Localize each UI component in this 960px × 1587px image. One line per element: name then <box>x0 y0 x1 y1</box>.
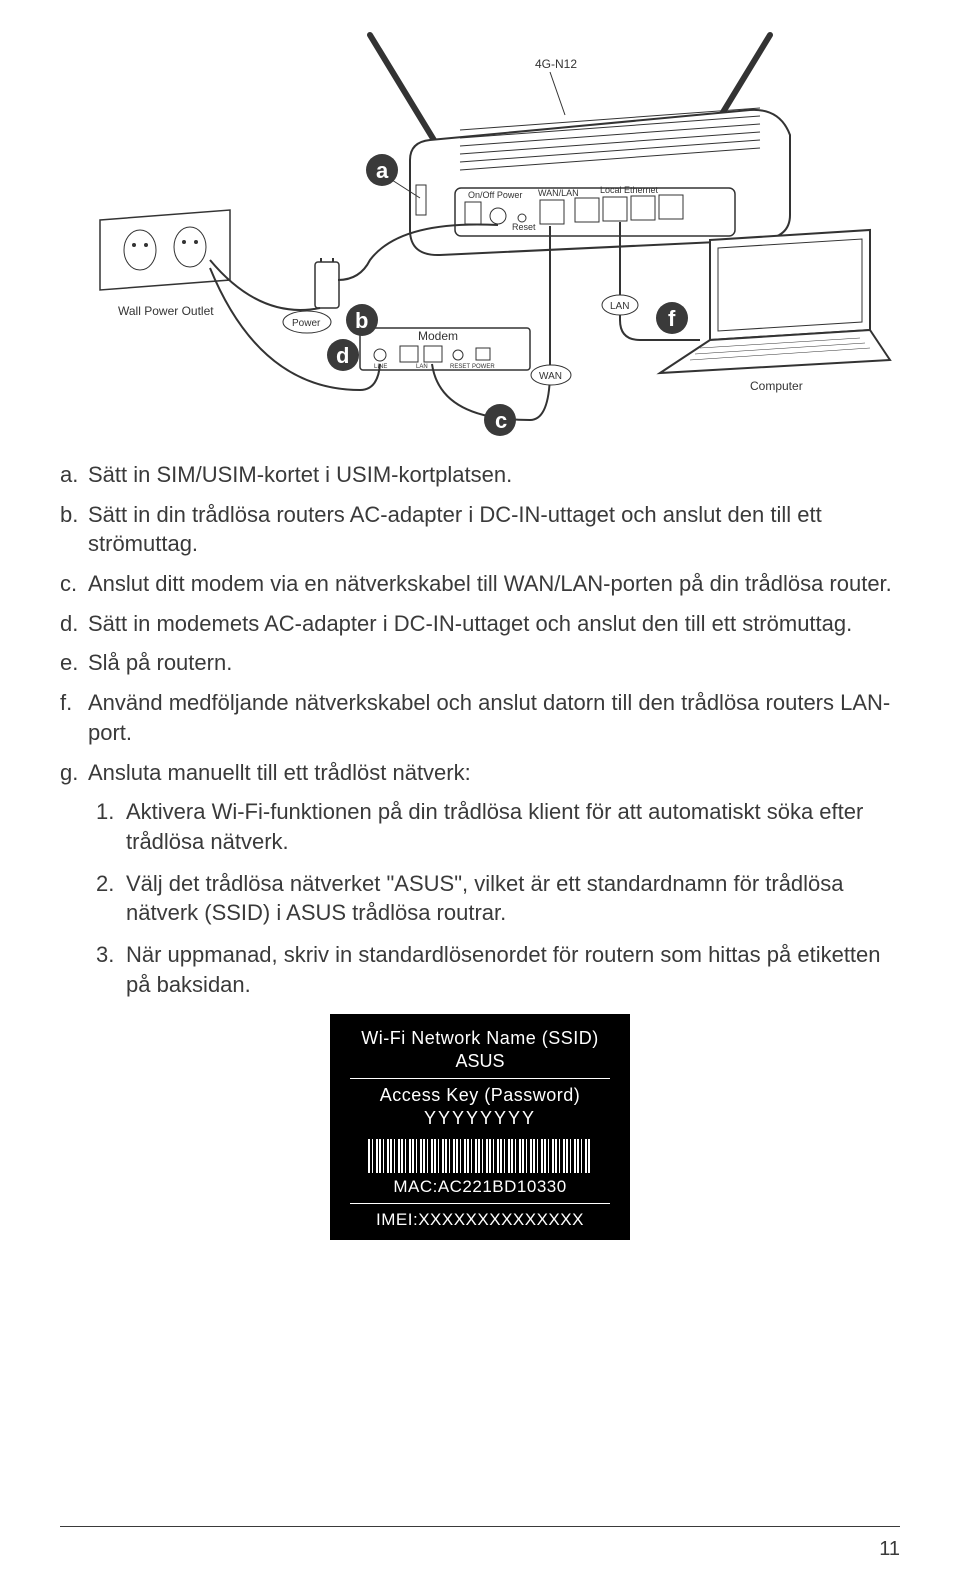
step-e-text: Slå på routern. <box>88 648 900 678</box>
wall-outlet-label: Wall Power Outlet <box>118 304 214 318</box>
substep-1: 1. Aktivera Wi-Fi-funktionen på din tråd… <box>96 797 900 856</box>
substeps-list: 1. Aktivera Wi-Fi-funktionen på din tråd… <box>96 797 900 999</box>
substep-2: 2. Välj det trådlösa nätverket "ASUS", v… <box>96 869 900 928</box>
marker-b: b <box>355 308 368 333</box>
marker-c: c <box>495 408 507 433</box>
substep-1-num: 1. <box>96 797 126 856</box>
step-b: b. Sätt in din trådlösa routers AC-adapt… <box>60 500 900 559</box>
step-b-letter: b. <box>60 500 88 559</box>
marker-d: d <box>336 343 349 368</box>
mac-line: MAC:AC221BD10330 <box>350 1177 610 1197</box>
modem-lan-label: LAN <box>416 364 428 370</box>
power-oval-label: Power <box>292 318 321 329</box>
modem-reset-label: RESET <box>450 364 470 370</box>
step-f: f. Använd medföljande nätverkskabel och … <box>60 688 900 747</box>
substep-3-num: 3. <box>96 940 126 999</box>
power-adapter-drawing <box>315 258 339 308</box>
page-number: 11 <box>879 1538 900 1561</box>
router-power-label: On/Off Power <box>468 190 522 200</box>
step-c-text: Anslut ditt modem via en nätverkskabel t… <box>88 569 900 599</box>
page-rule <box>60 1526 900 1527</box>
step-e: e. Slå på routern. <box>60 648 900 678</box>
step-d-letter: d. <box>60 609 88 639</box>
step-g-text: Ansluta manuellt till ett trådlöst nätve… <box>88 758 900 788</box>
wan-oval-label: WAN <box>539 371 562 382</box>
steps-list: a. Sätt in SIM/USIM-kortet i USIM-kortpl… <box>60 460 900 999</box>
ssid-value: ASUS <box>350 1051 610 1072</box>
step-a: a. Sätt in SIM/USIM-kortet i USIM-kortpl… <box>60 460 900 490</box>
step-g-letter: g. <box>60 758 88 788</box>
substep-3-text: När uppmanad, skriv in standardlösenorde… <box>126 940 900 999</box>
step-a-text: Sätt in SIM/USIM-kortet i USIM-kortplats… <box>88 460 900 490</box>
step-c-letter: c. <box>60 569 88 599</box>
step-a-letter: a. <box>60 460 88 490</box>
router-reset-label: Reset <box>512 222 536 232</box>
step-f-text: Använd medföljande nätverkskabel och ans… <box>88 688 900 747</box>
modem-label: Modem <box>418 329 458 343</box>
step-d-text: Sätt in modemets AC-adapter i DC-IN-utta… <box>88 609 900 639</box>
substep-3: 3. När uppmanad, skriv in standardlöseno… <box>96 940 900 999</box>
step-g: g. Ansluta manuellt till ett trådlöst nä… <box>60 758 900 788</box>
modem-drawing: Modem LINE LAN RESET POWER <box>360 328 530 370</box>
key-title: Access Key (Password) <box>350 1085 610 1106</box>
laptop-drawing: Computer <box>660 230 890 393</box>
marker-f: f <box>668 306 676 331</box>
computer-label: Computer <box>750 379 803 393</box>
step-b-text: Sätt in din trådlösa routers AC-adapter … <box>88 500 900 559</box>
lan-oval-label: LAN <box>610 301 629 312</box>
diagram-svg: On/Off Power Reset WAN/LAN Local Etherne… <box>60 20 900 440</box>
card-divider-1 <box>350 1078 610 1079</box>
substep-1-text: Aktivera Wi-Fi-funktionen på din trådlös… <box>126 797 900 856</box>
router-model-label: 4G-N12 <box>535 57 577 71</box>
step-e-letter: e. <box>60 648 88 678</box>
step-f-letter: f. <box>60 688 88 747</box>
step-d: d. Sätt in modemets AC-adapter i DC-IN-u… <box>60 609 900 639</box>
barcode-graphic <box>368 1139 592 1173</box>
wall-outlet-drawing: Wall Power Outlet <box>100 210 230 318</box>
substep-2-text: Välj det trådlösa nätverket "ASUS", vilk… <box>126 869 900 928</box>
wifi-label-card: Wi-Fi Network Name (SSID) ASUS Access Ke… <box>330 1014 630 1240</box>
key-value: YYYYYYYY <box>350 1108 610 1129</box>
marker-a: a <box>376 158 389 183</box>
connection-diagram: On/Off Power Reset WAN/LAN Local Etherne… <box>60 20 900 440</box>
router-drawing: On/Off Power Reset WAN/LAN Local Etherne… <box>370 35 790 255</box>
ssid-title: Wi-Fi Network Name (SSID) <box>350 1028 610 1049</box>
router-wanlan-label: WAN/LAN <box>538 188 579 198</box>
modem-power-label: POWER <box>472 364 495 370</box>
step-c: c. Anslut ditt modem via en nätverkskabe… <box>60 569 900 599</box>
substep-2-num: 2. <box>96 869 126 928</box>
router-lan-label: Local Ethernet <box>600 185 659 195</box>
imei-line: IMEI:XXXXXXXXXXXXXX <box>350 1210 610 1230</box>
card-divider-2 <box>350 1203 610 1204</box>
